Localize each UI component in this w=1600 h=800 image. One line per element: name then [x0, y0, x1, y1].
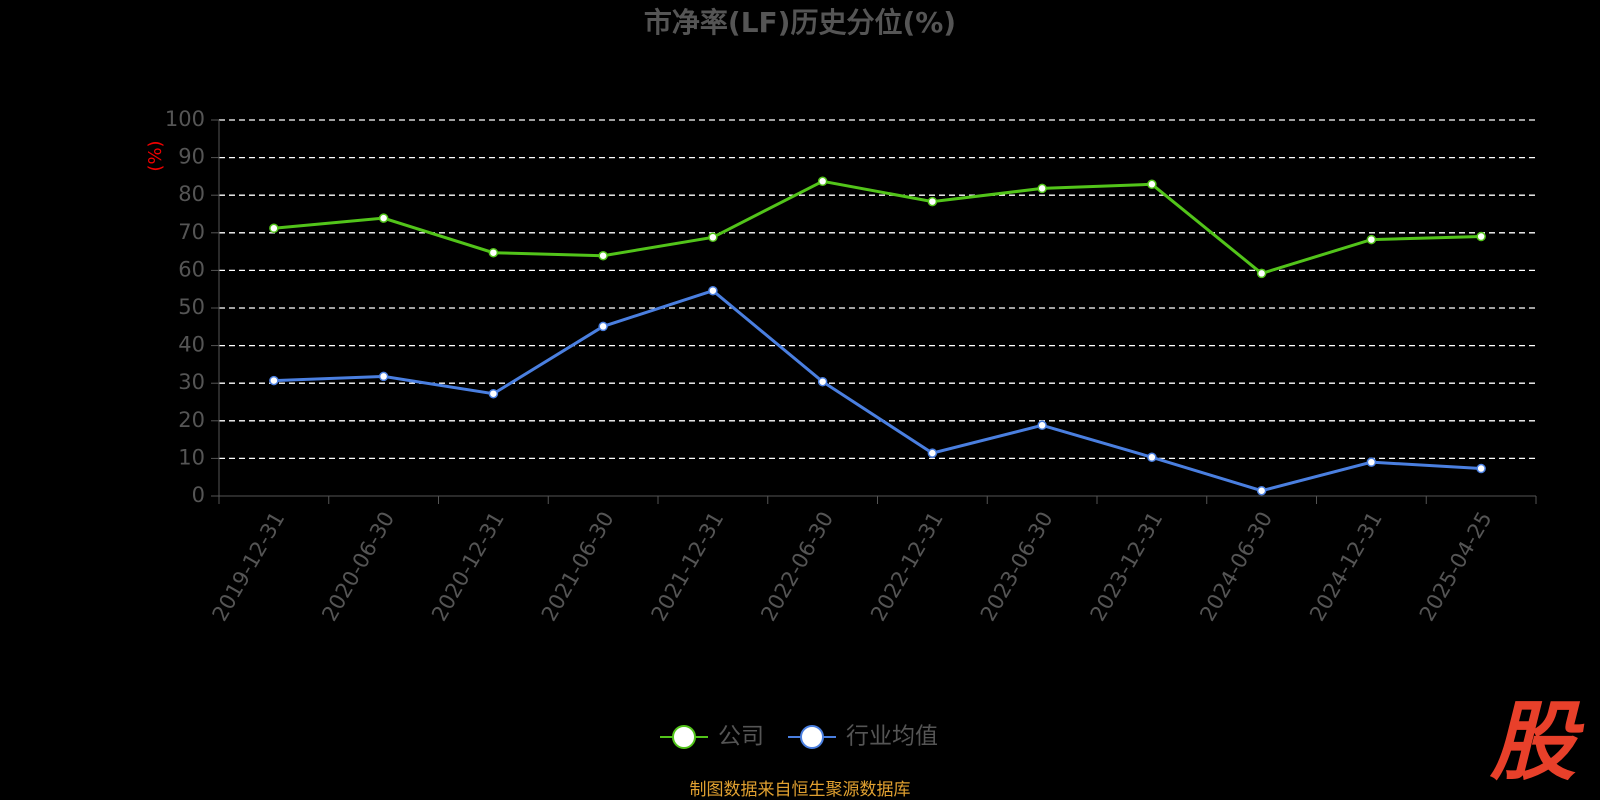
y-tick-label: 70	[178, 220, 205, 244]
legend-marker	[672, 725, 696, 749]
data-point	[927, 448, 938, 458]
legend-label: 公司	[718, 724, 764, 750]
y-tick-label: 40	[178, 333, 205, 357]
data-point	[817, 376, 828, 387]
y-tick-label: 10	[178, 445, 205, 469]
data-point	[1476, 231, 1486, 242]
data-point	[1256, 485, 1267, 496]
y-tick-label: 80	[178, 182, 205, 206]
y-tick-label: 30	[178, 370, 205, 394]
data-point	[598, 250, 608, 261]
series-line	[273, 289, 1482, 493]
legend-label: 行业均值	[846, 724, 938, 750]
data-point	[1476, 463, 1486, 474]
legend-marker	[800, 725, 824, 749]
data-point	[488, 247, 499, 258]
data-point	[269, 223, 279, 234]
y-tick-label: 90	[178, 145, 205, 169]
logo: 股	[1489, 692, 1585, 792]
source-note: 制图数据来自恒生聚源数据库	[690, 780, 911, 800]
data-point	[708, 232, 718, 243]
data-point	[1147, 452, 1157, 463]
data-point	[1256, 268, 1267, 279]
data-point	[378, 371, 389, 382]
data-point	[927, 196, 938, 207]
data-point	[1366, 234, 1377, 245]
chart-title: 市净率(LF)历史分位(%)	[644, 6, 956, 39]
data-point	[1037, 183, 1047, 194]
data-point	[708, 285, 718, 296]
y-axis-label: (%)	[145, 140, 166, 171]
data-point	[1147, 179, 1157, 190]
data-point	[598, 321, 608, 332]
data-point	[817, 176, 828, 187]
y-tick-label: 0	[192, 483, 205, 507]
y-tick-label: 60	[178, 257, 205, 281]
series-line	[273, 179, 1482, 276]
data-point	[378, 213, 389, 223]
data-point	[488, 388, 499, 399]
data-point	[269, 375, 279, 386]
data-point	[1037, 420, 1047, 431]
y-tick-label: 20	[178, 408, 205, 432]
y-tick-label: 100	[165, 107, 205, 131]
data-point	[1366, 457, 1377, 467]
y-tick-label: 50	[178, 295, 205, 319]
